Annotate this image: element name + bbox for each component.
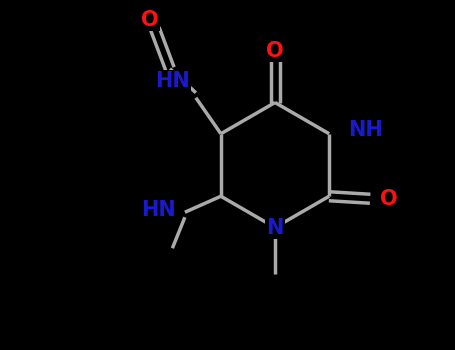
Text: HN: HN <box>155 71 190 91</box>
Text: HN: HN <box>141 200 176 220</box>
Text: O: O <box>266 41 284 61</box>
Text: O: O <box>380 189 398 209</box>
Text: O: O <box>141 10 159 30</box>
Text: NH: NH <box>348 120 383 140</box>
Text: N: N <box>266 217 283 238</box>
